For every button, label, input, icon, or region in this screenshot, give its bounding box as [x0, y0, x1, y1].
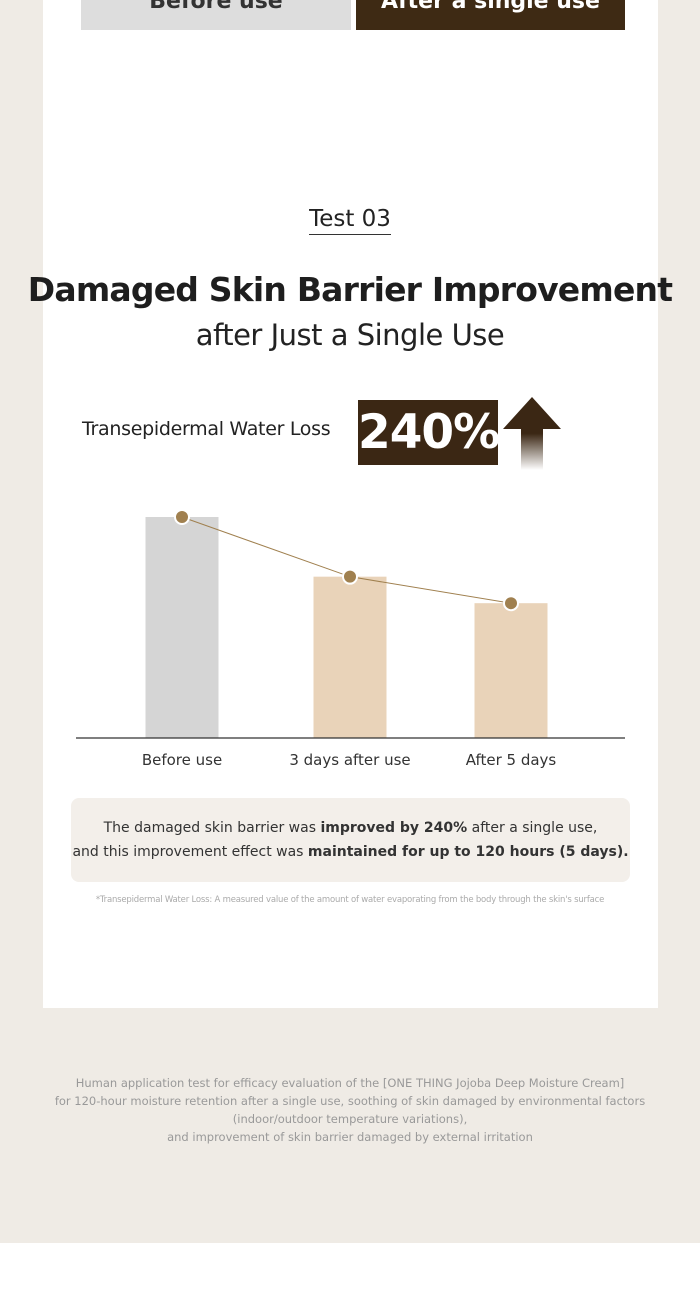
summary-line: The damaged skin barrier was improved by…: [71, 816, 630, 840]
summary-text: The damaged skin barrier was: [103, 820, 321, 836]
bar: [474, 603, 548, 738]
up-arrow: [503, 397, 561, 470]
x-tick-label: 3 days after use: [289, 751, 410, 769]
bar: [313, 576, 387, 738]
summary-bold: maintained for up to 120 hours (5 days).: [307, 844, 629, 860]
x-tick-label: Before use: [142, 751, 222, 769]
disclaimer-line: (indoor/outdoor temperature variations),: [232, 1112, 468, 1126]
bar: [145, 517, 219, 738]
disclaimer-line: for 120-hour moisture retention after a …: [54, 1094, 646, 1108]
trend-dot: [503, 595, 519, 612]
test-label-text: Test 03: [309, 206, 391, 235]
metric-label: Transepidermal Water Loss: [82, 418, 331, 440]
subtitle: after Just a Single Use: [195, 318, 505, 352]
x-tick-label: After 5 days: [466, 751, 557, 769]
disclaimer: Human application test for efficacy eval…: [0, 1074, 700, 1146]
test-label: Test 03: [0, 206, 700, 235]
summary-bold: improved by 240%: [320, 820, 468, 836]
summary-text: and this improvement effect was: [72, 844, 308, 860]
summary-box: The damaged skin barrier was improved by…: [71, 798, 630, 882]
disclaimer-line: Human application test for efficacy eval…: [75, 1076, 625, 1090]
chart: Before use 3 days after use After 5 days: [76, 509, 625, 769]
arrow-shape: [503, 397, 561, 470]
trend-dot: [342, 568, 358, 585]
footnote: *Transepidermal Water Loss: A measured v…: [95, 895, 605, 905]
metric-value: 240%: [358, 400, 500, 465]
disclaimer-line: and improvement of skin barrier damaged …: [167, 1130, 533, 1144]
trend-dot: [174, 509, 190, 525]
title: Damaged Skin Barrier Improvement: [27, 270, 673, 309]
tab-before[interactable]: Before use: [81, 0, 351, 30]
summary-text: after a single use,: [467, 820, 598, 836]
tab-after[interactable]: After a single use: [356, 0, 625, 30]
summary-line: and this improvement effect was maintain…: [71, 840, 630, 864]
